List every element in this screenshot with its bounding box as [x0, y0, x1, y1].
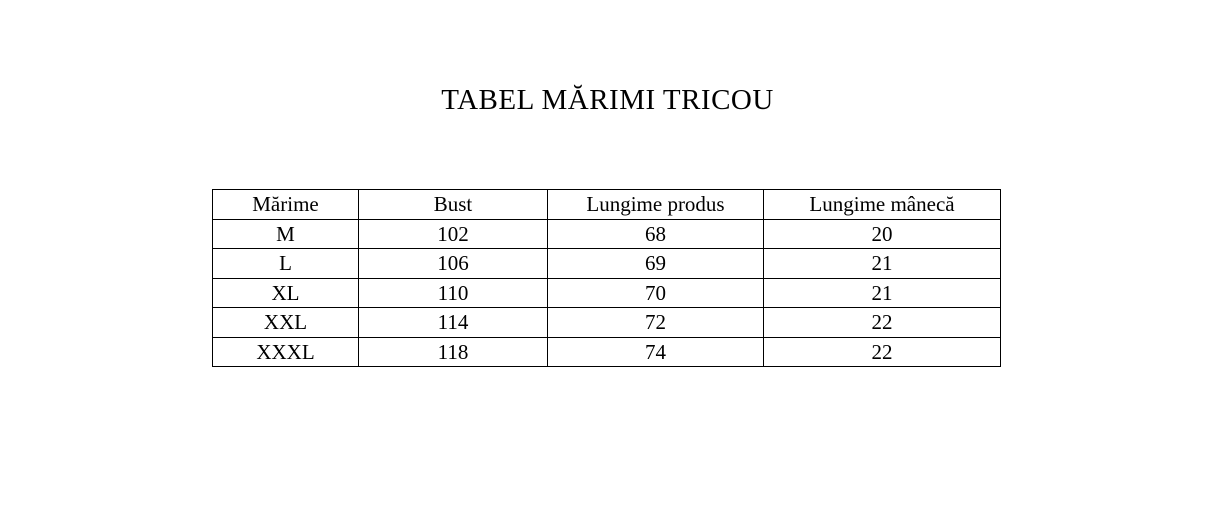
cell-bust: 118: [358, 336, 548, 367]
column-header-lungime-maneca: Lungime mânecă: [763, 189, 1001, 220]
cell-bust: 110: [358, 277, 548, 308]
cell-size: L: [212, 248, 359, 279]
cell-lungime-maneca: 21: [763, 248, 1001, 279]
table-header-row: Mărime Bust Lungime produs Lungime mânec…: [212, 189, 1001, 220]
cell-size: XXL: [212, 307, 359, 338]
page-title: TABEL MĂRIMI TRICOU: [441, 84, 774, 116]
cell-size: XXXL: [212, 336, 359, 367]
cell-lungime-produs: 72: [547, 307, 764, 338]
size-table: Mărime Bust Lungime produs Lungime mânec…: [212, 189, 1001, 367]
table-row: XXL 114 72 22: [212, 307, 1001, 338]
cell-bust: 106: [358, 248, 548, 279]
cell-lungime-maneca: 22: [763, 307, 1001, 338]
column-header-marime: Mărime: [212, 189, 359, 220]
column-header-lungime-produs: Lungime produs: [547, 189, 764, 220]
column-header-bust: Bust: [358, 189, 548, 220]
cell-lungime-produs: 69: [547, 248, 764, 279]
cell-size: M: [212, 218, 359, 249]
cell-lungime-maneca: 22: [763, 336, 1001, 367]
cell-lungime-maneca: 21: [763, 277, 1001, 308]
table-row: XL 110 70 21: [212, 277, 1001, 308]
cell-lungime-produs: 70: [547, 277, 764, 308]
cell-lungime-maneca: 20: [763, 218, 1001, 249]
cell-size: XL: [212, 277, 359, 308]
table-row: L 106 69 21: [212, 248, 1001, 279]
table-row: XXXL 118 74 22: [212, 336, 1001, 367]
cell-bust: 102: [358, 218, 548, 249]
table-row: M 102 68 20: [212, 218, 1001, 249]
cell-bust: 114: [358, 307, 548, 338]
cell-lungime-produs: 74: [547, 336, 764, 367]
cell-lungime-produs: 68: [547, 218, 764, 249]
